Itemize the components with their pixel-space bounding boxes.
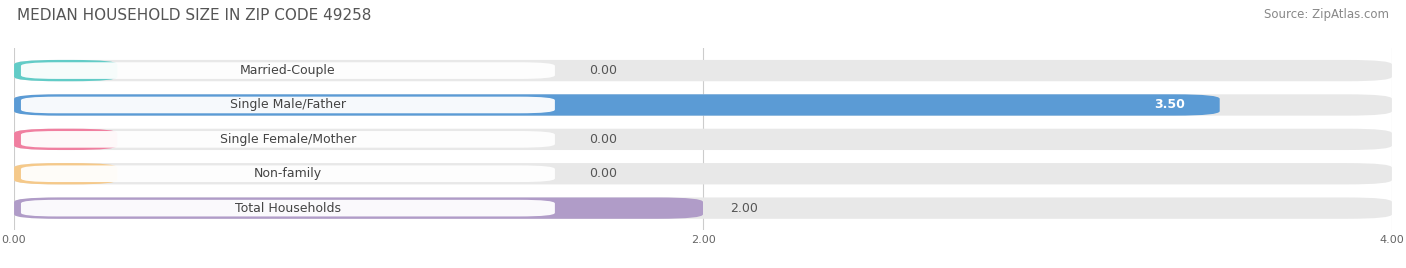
- Text: Single Male/Father: Single Male/Father: [231, 98, 346, 111]
- FancyBboxPatch shape: [14, 198, 703, 219]
- FancyBboxPatch shape: [21, 200, 555, 217]
- Text: 3.50: 3.50: [1154, 98, 1185, 111]
- Text: 0.00: 0.00: [589, 133, 617, 146]
- Text: 0.00: 0.00: [589, 64, 617, 77]
- Text: Married-Couple: Married-Couple: [240, 64, 336, 77]
- FancyBboxPatch shape: [14, 129, 1392, 150]
- FancyBboxPatch shape: [14, 94, 1219, 116]
- FancyBboxPatch shape: [14, 94, 1392, 116]
- FancyBboxPatch shape: [21, 62, 555, 79]
- Text: Non-family: Non-family: [254, 167, 322, 180]
- Text: 0.00: 0.00: [589, 167, 617, 180]
- Text: MEDIAN HOUSEHOLD SIZE IN ZIP CODE 49258: MEDIAN HOUSEHOLD SIZE IN ZIP CODE 49258: [17, 8, 371, 23]
- FancyBboxPatch shape: [14, 129, 118, 150]
- FancyBboxPatch shape: [14, 163, 1392, 184]
- FancyBboxPatch shape: [14, 60, 1392, 81]
- FancyBboxPatch shape: [21, 131, 555, 148]
- FancyBboxPatch shape: [21, 165, 555, 182]
- FancyBboxPatch shape: [14, 163, 118, 184]
- Text: Source: ZipAtlas.com: Source: ZipAtlas.com: [1264, 8, 1389, 21]
- Text: Single Female/Mother: Single Female/Mother: [219, 133, 356, 146]
- Text: 2.00: 2.00: [731, 202, 758, 215]
- FancyBboxPatch shape: [21, 97, 555, 113]
- FancyBboxPatch shape: [14, 60, 118, 81]
- Text: Total Households: Total Households: [235, 202, 340, 215]
- FancyBboxPatch shape: [14, 198, 1392, 219]
